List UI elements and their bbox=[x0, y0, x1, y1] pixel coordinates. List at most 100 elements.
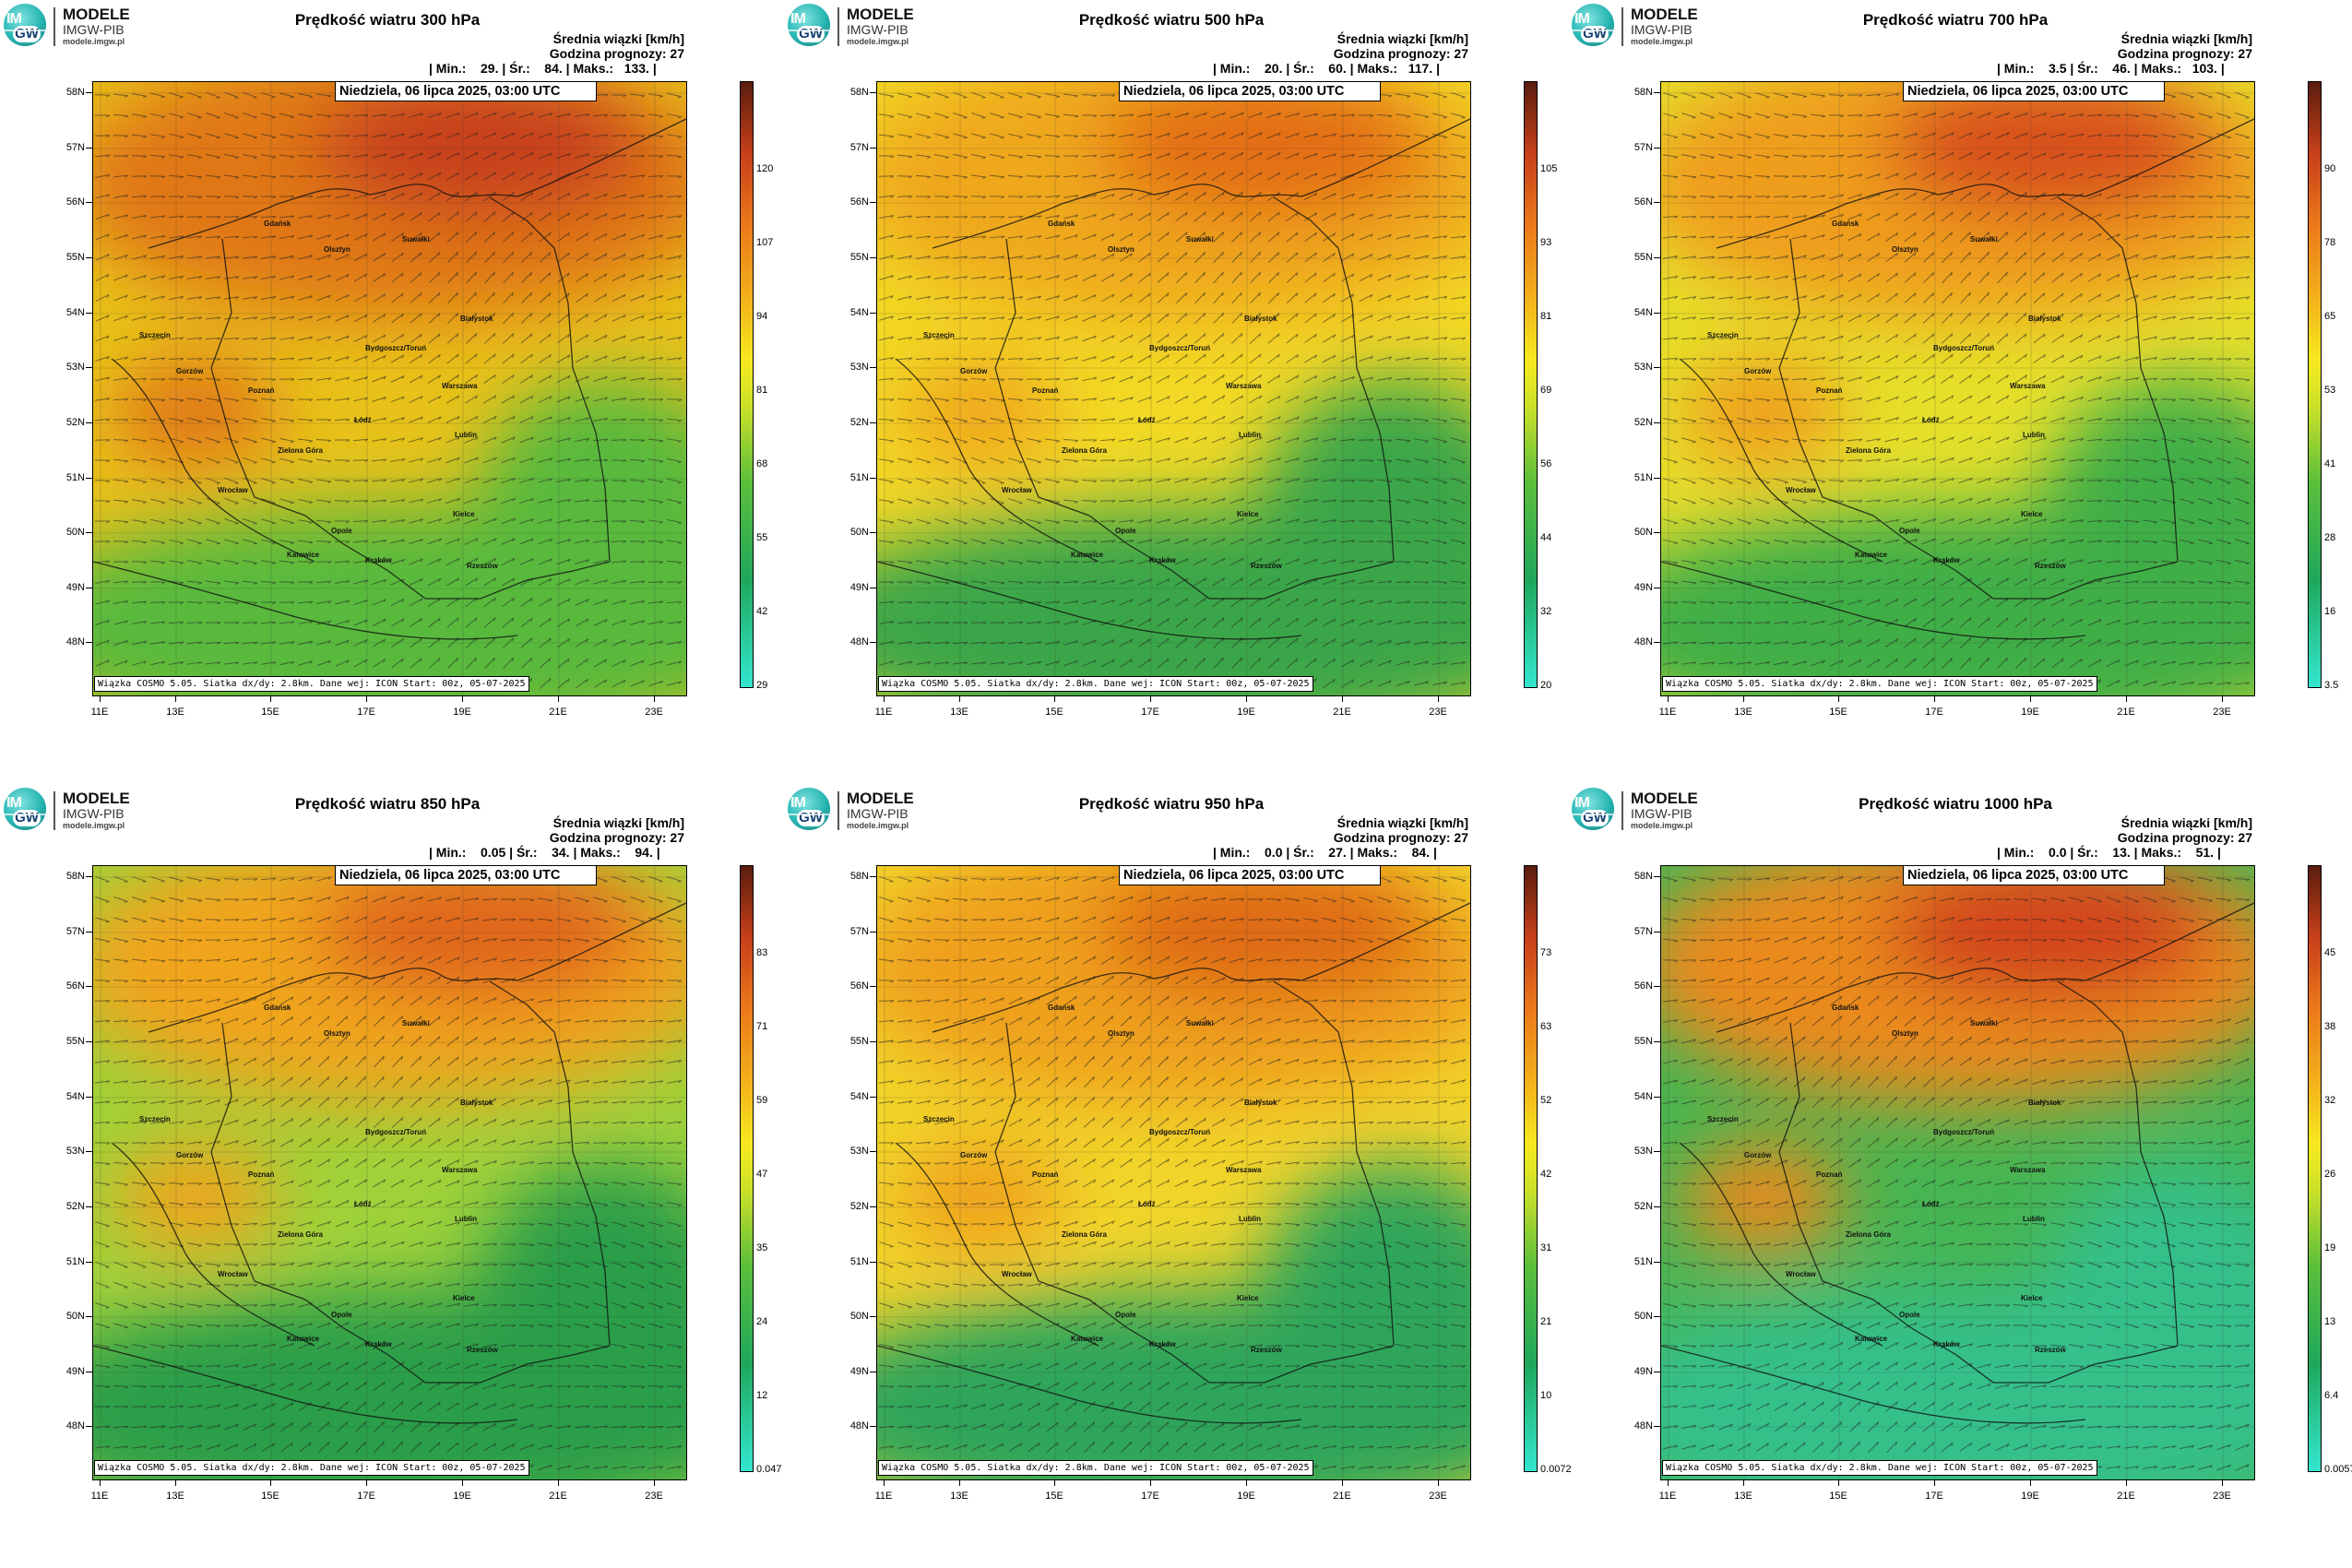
colorbar-tick-label: 47 bbox=[756, 1169, 768, 1180]
latitude-tick bbox=[870, 1097, 876, 1098]
city-label: Łódź bbox=[1138, 416, 1156, 424]
longitude-tick bbox=[884, 1479, 885, 1486]
city-label: Kraków bbox=[365, 556, 392, 564]
latitude-label: 57N bbox=[1633, 142, 1653, 153]
city-label: Gorzów bbox=[176, 1151, 204, 1159]
city-label: Zielona Góra bbox=[1846, 446, 1891, 455]
longitude-label: 21E bbox=[549, 1491, 567, 1502]
stats-line: | Min.: 3.5 | Śr.: 46. | Maks.: 103. | bbox=[1997, 61, 2225, 76]
longitude-label: 17E bbox=[357, 707, 375, 718]
latitude-label: 52N bbox=[849, 417, 869, 428]
logo-badge-bottom: GW bbox=[797, 810, 825, 826]
city-label: Lublin bbox=[455, 1215, 477, 1223]
longitude-label: 11E bbox=[90, 707, 109, 718]
longitude-label: 11E bbox=[90, 1491, 109, 1502]
latitude-tick bbox=[86, 1097, 92, 1098]
city-label: Wrocław bbox=[1002, 486, 1032, 494]
longitude-label: 13E bbox=[950, 1491, 968, 1502]
date-box: Niedziela, 06 lipca 2025, 03:00 UTC bbox=[1119, 81, 1381, 101]
imgw-logo: IM GW MODELE IMGW-PIB modele.imgw.pl bbox=[788, 788, 935, 834]
latitude-label: 54N bbox=[65, 1091, 85, 1102]
average-label: Średnia wiązki [km/h] bbox=[2120, 31, 2252, 46]
latitude-label: 53N bbox=[65, 362, 85, 373]
longitude-tick bbox=[1668, 1479, 1669, 1486]
city-label: Katowice bbox=[1071, 551, 1104, 559]
city-label: Gdańsk bbox=[264, 220, 291, 228]
latitude-label: 53N bbox=[1633, 362, 1653, 373]
colorbar-tick-label: 38 bbox=[2324, 1021, 2336, 1032]
colorbar bbox=[740, 81, 754, 688]
longitude-tick bbox=[558, 695, 559, 702]
city-label: Szczecin bbox=[1707, 331, 1739, 339]
city-label: Kielce bbox=[453, 510, 475, 518]
longitude-tick bbox=[959, 695, 960, 702]
latitude-label: 49N bbox=[1633, 1366, 1653, 1377]
latitude-tick bbox=[870, 257, 876, 258]
city-label: Kraków bbox=[1933, 1340, 1960, 1348]
latitude-label: 55N bbox=[849, 252, 869, 263]
longitude-label: 23E bbox=[645, 1491, 663, 1502]
colorbar-tick-label: 105 bbox=[1540, 163, 1558, 174]
colorbar-tick-label: 32 bbox=[2324, 1095, 2336, 1106]
longitude-tick bbox=[1438, 695, 1439, 702]
latitude-tick bbox=[1654, 986, 1660, 987]
colorbar-tick-label: 28 bbox=[2324, 532, 2336, 543]
logo-badge-bottom: GW bbox=[797, 26, 825, 42]
city-label: Warszawa bbox=[2010, 382, 2046, 390]
logo-line-3: modele.imgw.pl bbox=[1631, 37, 1693, 46]
latitude-tick bbox=[870, 92, 876, 93]
logo-badge-top: IM bbox=[6, 795, 22, 811]
longitude-tick bbox=[654, 695, 655, 702]
city-label: Łódź bbox=[354, 1200, 372, 1208]
logo-separator bbox=[53, 7, 55, 46]
logo-line-1: MODELE bbox=[847, 6, 914, 23]
colorbar-tick-label: 81 bbox=[1540, 311, 1552, 322]
city-label: Lublin bbox=[1239, 1215, 1261, 1223]
logo-line-3: modele.imgw.pl bbox=[63, 821, 125, 830]
city-label: Rzeszów bbox=[2035, 562, 2066, 570]
longitude-tick bbox=[884, 695, 885, 702]
longitude-label: 13E bbox=[166, 1491, 184, 1502]
latitude-label: 54N bbox=[1633, 307, 1653, 318]
colorbar bbox=[2308, 865, 2322, 1472]
panel-title: Prędkość wiatru 1000 hPa bbox=[1859, 795, 2052, 813]
map-panel-4: IM GW MODELE IMGW-PIB modele.imgw.pl Prędkość… bbox=[0, 784, 784, 1568]
longitude-tick bbox=[1150, 1479, 1151, 1486]
border-neighbours bbox=[1661, 358, 2086, 640]
latitude-tick bbox=[870, 1041, 876, 1042]
city-label: Białystok bbox=[1244, 1099, 1277, 1107]
colorbar-tick-label: 94 bbox=[756, 311, 768, 322]
latitude-tick bbox=[86, 1426, 92, 1427]
longitude-label: 19E bbox=[2021, 1491, 2039, 1502]
date-box: Niedziela, 06 lipca 2025, 03:00 UTC bbox=[1903, 81, 2165, 101]
longitude-label: 15E bbox=[1045, 707, 1063, 718]
latitude-label: 48N bbox=[849, 636, 869, 647]
latitude-tick bbox=[1654, 202, 1660, 203]
city-label: Kraków bbox=[1149, 1340, 1176, 1348]
city-label: Poznań bbox=[1032, 1170, 1059, 1179]
city-label: Szczecin bbox=[139, 331, 171, 339]
longitude-tick bbox=[1246, 695, 1247, 702]
logo-badge-bottom: GW bbox=[13, 26, 41, 42]
longitude-label: 21E bbox=[1333, 707, 1351, 718]
longitude-label: 15E bbox=[1829, 1491, 1847, 1502]
longitude-label: 21E bbox=[2117, 707, 2135, 718]
logo-line-3: modele.imgw.pl bbox=[847, 37, 909, 46]
panel-title: Prędkość wiatru 850 hPa bbox=[294, 795, 481, 813]
city-label: Białystok bbox=[2028, 1099, 2061, 1107]
city-label: Warszawa bbox=[442, 1166, 478, 1174]
city-label: Bydgoszcz/Toruń bbox=[1933, 344, 1995, 352]
city-label: Zielona Góra bbox=[278, 1230, 323, 1239]
city-label: Zielona Góra bbox=[1062, 1230, 1107, 1239]
city-label: Warszawa bbox=[2010, 1166, 2046, 1174]
logo-line-2: IMGW-PIB bbox=[1631, 806, 1693, 821]
logo-separator bbox=[53, 791, 55, 830]
model-footer: Wiązka COSMO 5.05. Siatka dx/dy: 2.8km. … bbox=[1662, 676, 2097, 692]
map-panel-3: IM GW MODELE IMGW-PIB modele.imgw.pl Prędkość… bbox=[1568, 0, 2352, 784]
latitude-label: 55N bbox=[65, 252, 85, 263]
latitude-tick bbox=[86, 1262, 92, 1263]
longitude-label: 11E bbox=[1658, 1491, 1677, 1502]
latitude-tick bbox=[870, 422, 876, 423]
colorbar-tick-label: 13 bbox=[2324, 1316, 2336, 1327]
wind-map-canvas bbox=[877, 82, 1470, 695]
